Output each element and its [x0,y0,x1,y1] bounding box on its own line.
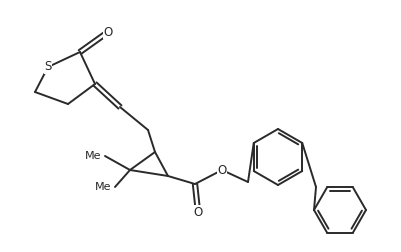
Text: O: O [193,205,203,218]
Text: O: O [217,164,227,176]
Text: S: S [45,60,52,74]
Text: O: O [103,25,113,39]
Text: Me: Me [85,151,101,161]
Text: Me: Me [95,182,111,192]
